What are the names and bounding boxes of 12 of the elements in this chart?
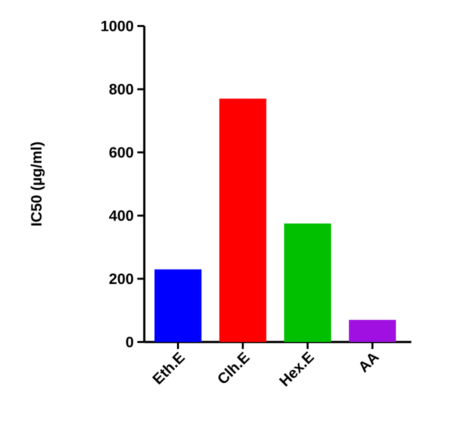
bar [219, 98, 266, 342]
bar [284, 224, 332, 342]
y-tick-label: 1000 [102, 20, 134, 32]
bar [348, 320, 396, 342]
y-tick-label: 400 [109, 210, 134, 221]
y-axis-title: IC50 (µg/ml) [30, 142, 45, 226]
y-tick-label: 200 [109, 274, 134, 284]
y-tick-label: 0 [126, 336, 134, 348]
y-tick-label: 800 [109, 84, 134, 94]
y-tick-label: 600 [109, 147, 134, 158]
x-tick-label: AA [360, 354, 380, 373]
bar [154, 269, 202, 342]
